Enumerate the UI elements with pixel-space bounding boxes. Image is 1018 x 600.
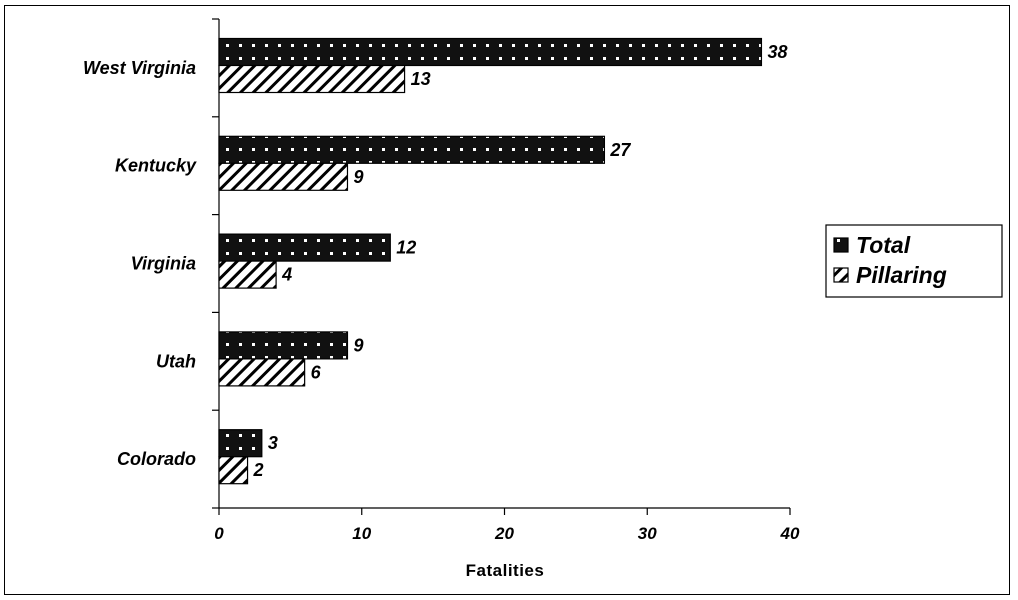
legend-label: Pillaring bbox=[856, 262, 947, 288]
bar-pillaring bbox=[218, 456, 249, 485]
x-tick-label: 40 bbox=[780, 524, 800, 543]
x-axis-title: Fatalities bbox=[466, 561, 545, 580]
axes: 0 10 20 30 40 bbox=[212, 18, 800, 543]
bar-total bbox=[218, 135, 606, 164]
category-label: West Virginia bbox=[83, 58, 196, 78]
category-label: Colorado bbox=[117, 449, 196, 469]
bar-pillaring bbox=[218, 358, 306, 387]
bar-pillaring bbox=[218, 162, 349, 191]
x-tick-label: 0 bbox=[214, 524, 224, 543]
chart-frame bbox=[4, 5, 1010, 595]
data-label: 3 bbox=[268, 433, 278, 453]
data-label: 6 bbox=[311, 362, 322, 382]
x-tick-label: 30 bbox=[638, 524, 657, 543]
bar-total bbox=[218, 429, 263, 458]
data-label: 13 bbox=[411, 69, 431, 89]
x-tick-label: 20 bbox=[494, 524, 514, 543]
data-label: 27 bbox=[609, 140, 631, 160]
legend-swatch-total bbox=[833, 237, 849, 253]
category-label: Utah bbox=[156, 351, 196, 371]
category-label: Kentucky bbox=[115, 156, 197, 176]
bar-pillaring bbox=[218, 260, 277, 289]
data-label: 9 bbox=[353, 167, 363, 187]
bar-total bbox=[218, 331, 349, 360]
legend-box bbox=[825, 224, 1003, 298]
labels: West Virginia 38 13 Kentucky 27 9 Virginia 12 4 U… bbox=[83, 42, 788, 480]
data-label: 38 bbox=[767, 42, 787, 62]
data-label: 9 bbox=[353, 335, 363, 355]
bar-total bbox=[218, 233, 391, 262]
category-label: Virginia bbox=[131, 254, 196, 274]
data-label: 12 bbox=[396, 238, 416, 258]
bar-pillaring bbox=[218, 64, 406, 94]
legend: Total Pillaring bbox=[825, 224, 1003, 298]
data-label: 2 bbox=[253, 460, 264, 480]
legend-swatch-pillaring bbox=[833, 267, 849, 283]
bars bbox=[218, 37, 763, 485]
data-label: 4 bbox=[281, 265, 292, 285]
legend-label: Total bbox=[856, 232, 911, 258]
x-tick-label: 10 bbox=[352, 524, 371, 543]
bar-total bbox=[218, 37, 763, 67]
